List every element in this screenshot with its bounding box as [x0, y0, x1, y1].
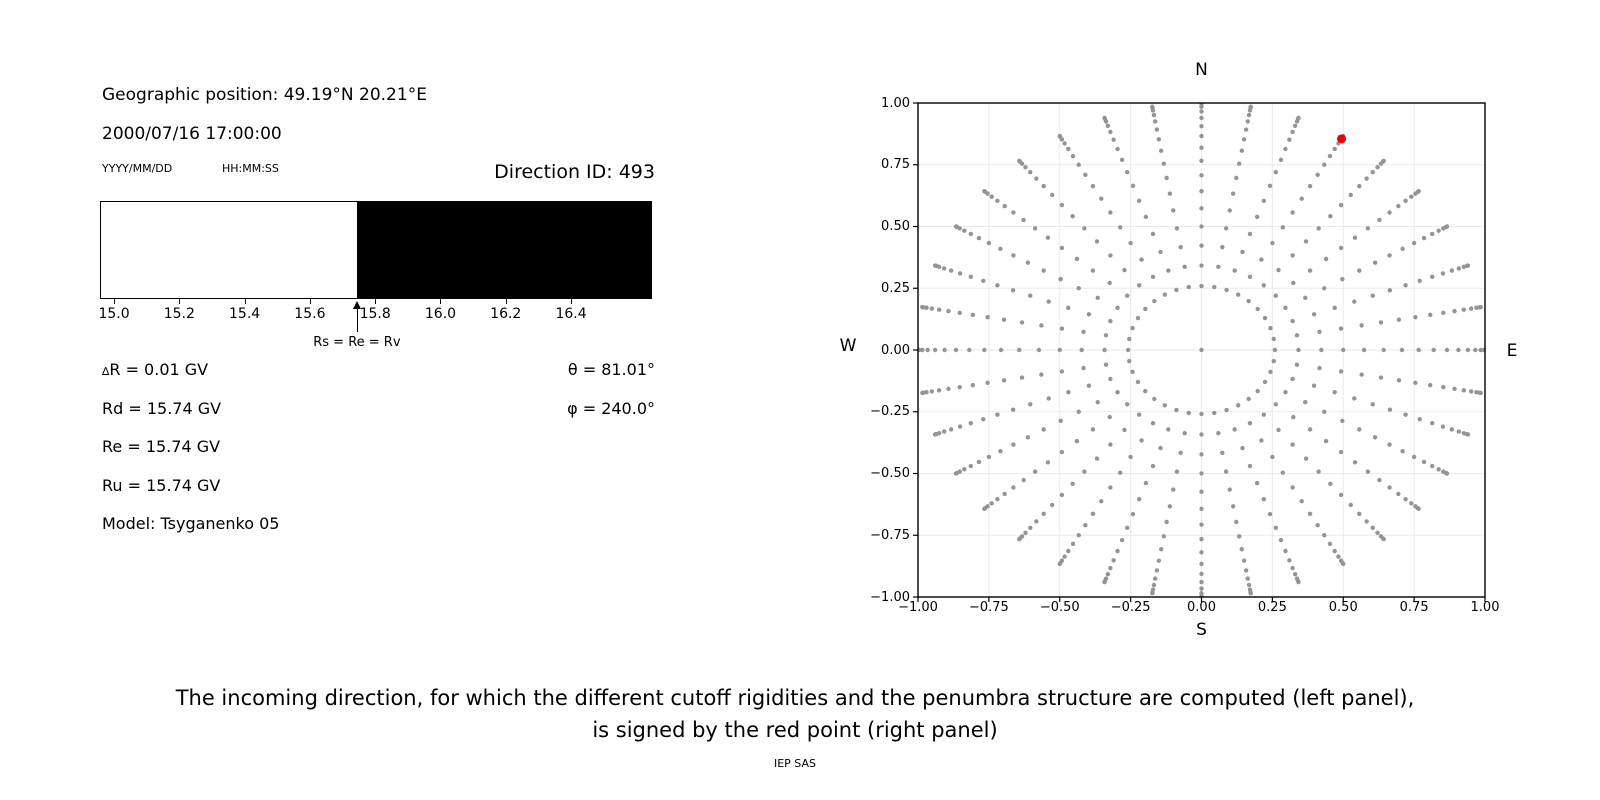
- penumbra-tick-mark: [571, 299, 573, 304]
- y-tick-label: −1.00: [870, 589, 910, 605]
- y-tick-label: 0.50: [881, 219, 910, 234]
- result-row: Rd = 15.74 GV: [102, 398, 222, 418]
- result-row: ∆R = 0.01 GV: [102, 360, 209, 379]
- x-tick-label: −0.25: [1110, 600, 1151, 615]
- penumbra-tick-mark: [505, 299, 507, 304]
- y-tick-label: 1.00: [881, 95, 910, 111]
- axis-tick-marks: [913, 102, 1486, 602]
- plot-border: [917, 102, 1486, 598]
- selected-direction-point: [1337, 134, 1347, 144]
- direction-id-text: Direction ID: 493: [494, 161, 655, 183]
- penumbra-tick-label: 15.4: [229, 306, 261, 322]
- compass-label-east: E: [1506, 341, 1518, 361]
- penumbra-tick-label: 15.6: [294, 306, 326, 322]
- penumbra-chart: [100, 201, 652, 299]
- penumbra-tick-mark: [309, 299, 311, 304]
- x-tick-label: 1.00: [1470, 600, 1500, 615]
- y-tick-label: −0.75: [870, 527, 910, 543]
- delta-glyph: ∆: [102, 365, 110, 378]
- y-tick-label: 0.25: [881, 280, 910, 296]
- penumbra-arrow: [356, 308, 359, 332]
- penumbra-tick-mark: [114, 299, 116, 304]
- penumbra-tick-mark: [179, 299, 181, 304]
- result-row: Re = 15.74 GV: [102, 437, 221, 456]
- penumbra-tick-label: 15.0: [98, 306, 130, 322]
- caption-line-2: is signed by the red point (right panel): [592, 718, 998, 742]
- x-tick-label: 0.00: [1187, 600, 1216, 615]
- penumbra-tick-mark: [244, 299, 246, 304]
- x-tick-label: 0.75: [1399, 600, 1429, 615]
- compass-label-west: W: [839, 336, 857, 356]
- y-axis-tick-labels: −1.00 −0.75 −0.50 −0.25 0.00 0.25 0.50 0.75 1.00: [858, 97, 910, 604]
- penumbra-axis: 15.0 15.2 15.4 15.6 15.8 16.0 16.2 16.4 Rs = Re …: [98, 299, 652, 359]
- x-tick-label: −0.75: [968, 600, 1009, 615]
- x-tick-label: 0.25: [1257, 600, 1287, 615]
- result-text: R = 0.01 GV: [109, 360, 209, 379]
- credit-text: IEP SAS: [773, 757, 817, 770]
- datetime-text: 2000/07/16 17:00:00: [102, 124, 282, 144]
- x-tick-label: −1.00: [898, 600, 938, 615]
- x-tick-label: 0.50: [1328, 600, 1358, 615]
- y-tick-label: −0.25: [870, 404, 910, 420]
- penumbra-tick-label: 16.0: [424, 306, 457, 322]
- penumbra-tick-mark: [375, 299, 377, 304]
- geo-position-text: Geographic position: 49.19°N 20.21°E: [102, 85, 427, 105]
- penumbra-tick-label: 16.2: [490, 306, 522, 322]
- phi-value: φ = 240.0°: [567, 398, 655, 418]
- y-tick-label: 0.75: [881, 157, 910, 173]
- y-tick-label: 0.00: [881, 342, 910, 358]
- y-tick-label: −0.50: [870, 466, 910, 481]
- penumbra-tick-label: 16.4: [555, 306, 587, 322]
- penumbra-tick-label: 15.8: [359, 306, 391, 322]
- time-format-label: HH:MM:SS: [222, 162, 279, 175]
- penumbra-arrow-head: [353, 301, 362, 309]
- penumbra-forbidden-region: [356, 201, 652, 299]
- date-format-label: YYYY/MM/DD: [102, 162, 173, 175]
- penumbra-arrow-label: Rs = Re = Rv: [313, 335, 401, 350]
- penumbra-tick-label: 15.2: [163, 306, 195, 322]
- theta-value: θ = 81.01°: [567, 360, 655, 379]
- direction-scatter-svg: [913, 102, 1486, 602]
- direction-scatter: [913, 102, 1486, 602]
- result-row: Model: Tsyganenko 05: [102, 514, 280, 533]
- caption-line-1: The incoming direction, for which the di…: [175, 686, 1415, 710]
- compass-label-south: S: [1196, 620, 1207, 640]
- penumbra-tick-mark: [440, 299, 442, 304]
- x-tick-label: −0.50: [1039, 600, 1080, 615]
- direction-grid-dots: [918, 103, 1485, 597]
- x-axis-tick-labels: −1.00 −0.75 −0.50 −0.25 0.00 0.25 0.50 0.75 1.00: [898, 600, 1499, 621]
- result-row: Ru = 15.74 GV: [102, 475, 221, 495]
- compass-label-north: N: [1195, 60, 1208, 80]
